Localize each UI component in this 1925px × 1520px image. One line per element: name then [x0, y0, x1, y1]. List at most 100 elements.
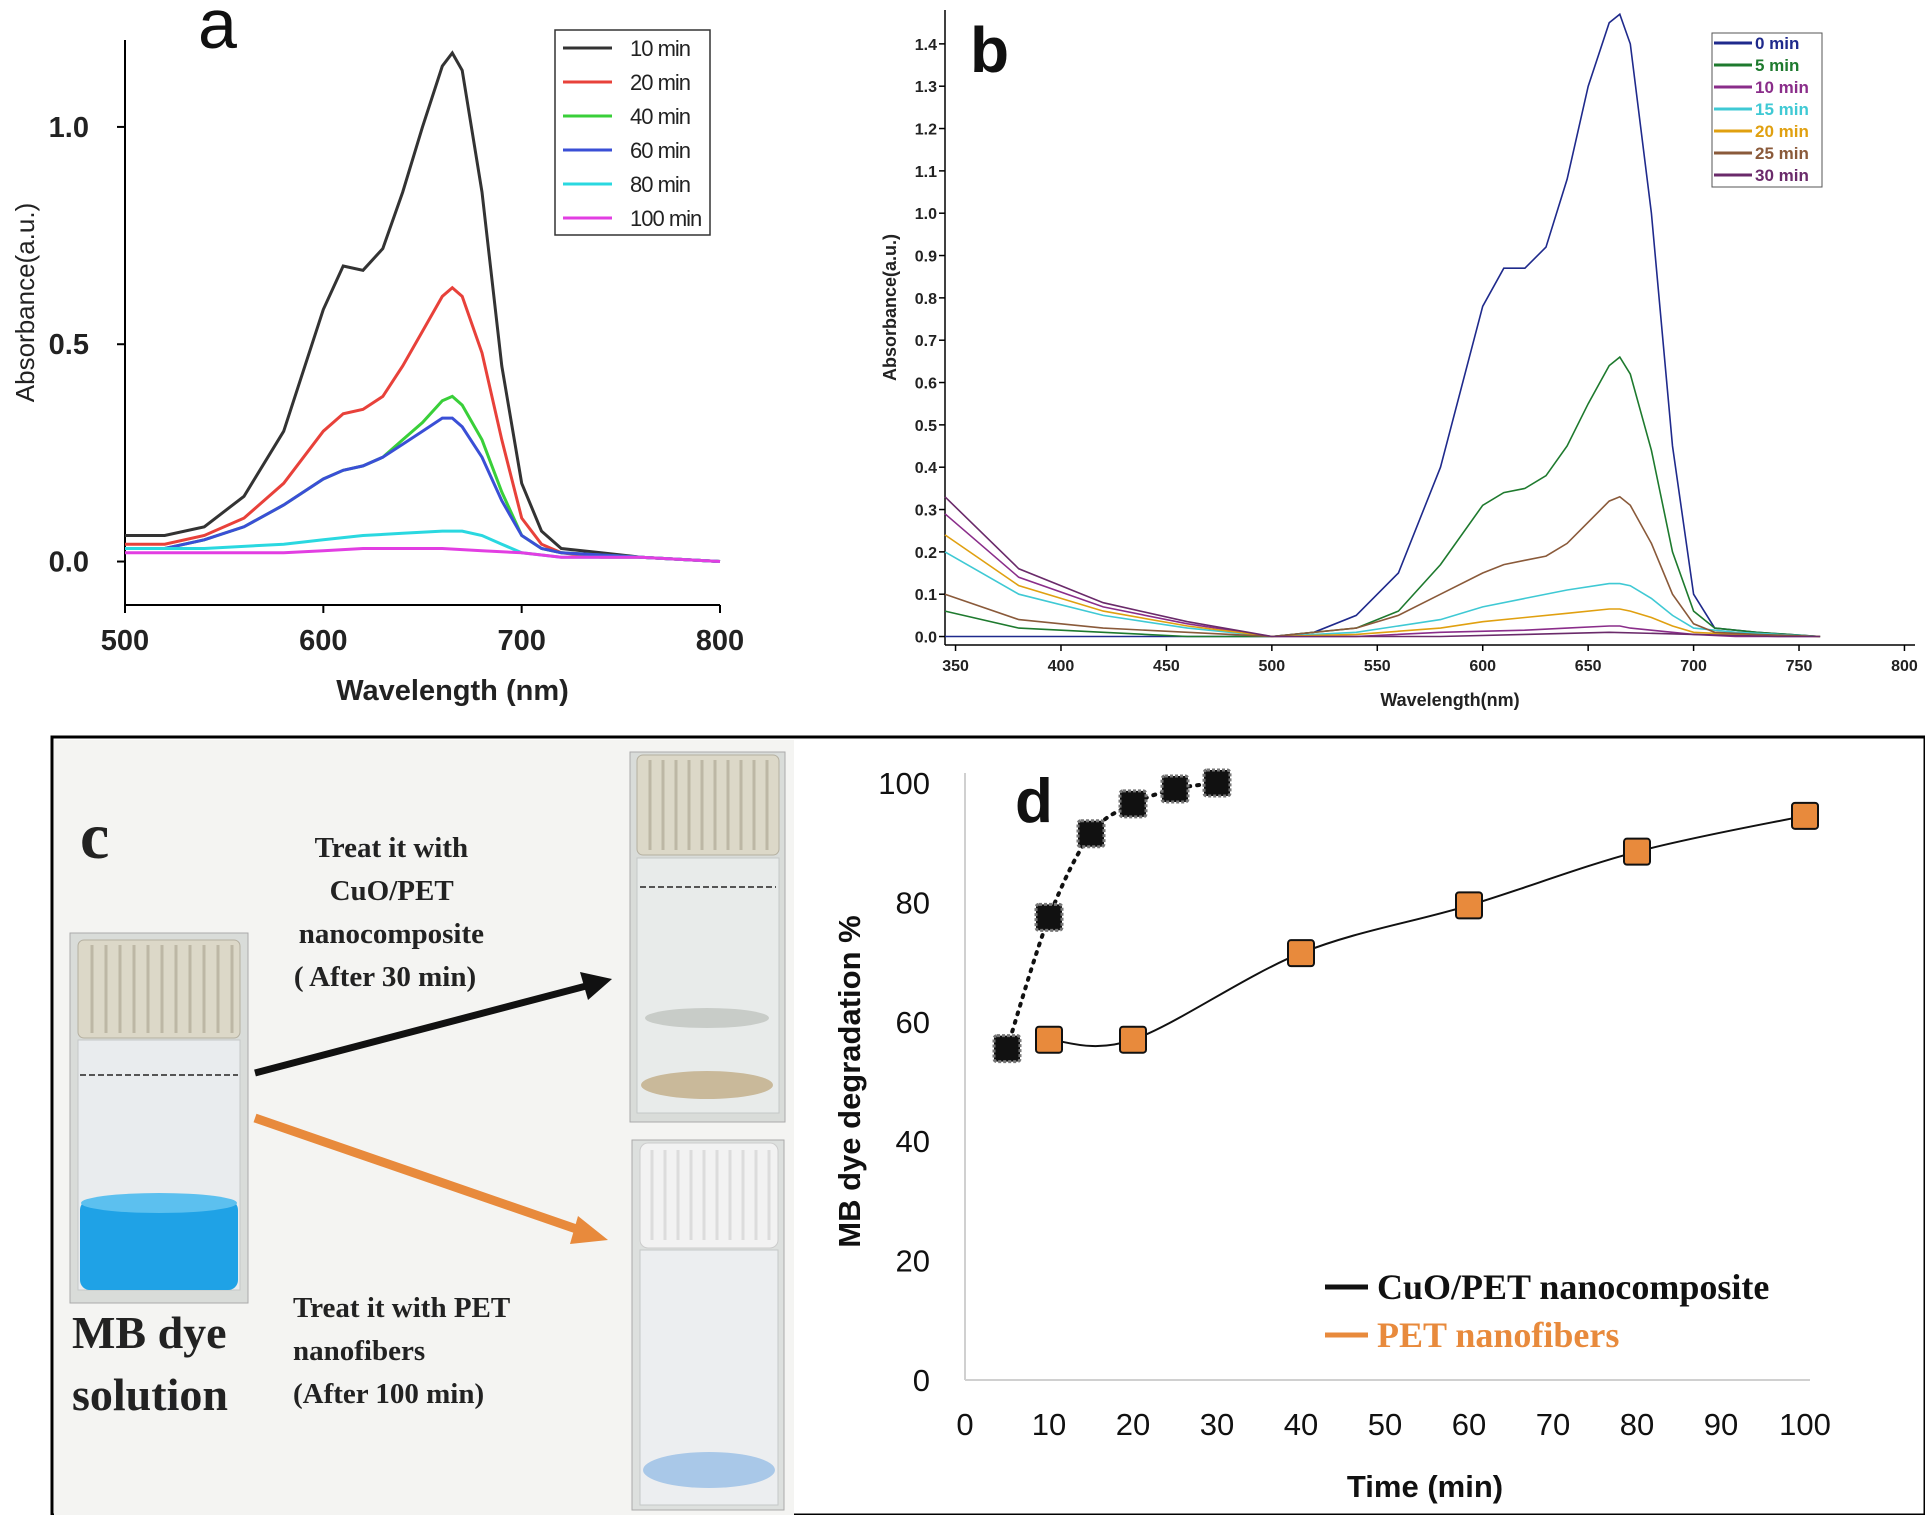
- d-x-tick-label: 90: [1704, 1407, 1738, 1442]
- vial-pet-treated: [631, 1139, 785, 1511]
- panel-b-chart: 350 400 450 500 550 600 650 700 750 800 0.0 0.1 0.2 0…: [880, 10, 1918, 710]
- vial-mb-dye: [69, 932, 249, 1304]
- a-y-tick-label: 0.0: [49, 547, 89, 579]
- d-point-pet: [1035, 1025, 1063, 1054]
- treat1-line1: Treat it with: [315, 832, 469, 864]
- b-legend-label: 5 min: [1755, 56, 1799, 75]
- treat2-line2: nanofibers: [293, 1335, 425, 1367]
- panel-a-chart: 500 600 700 800 0.0 0.5 1.0 Wavelength (nm) Abso…: [10, 0, 744, 707]
- d-point-cuo: [1202, 768, 1232, 798]
- b-y-tick-label: 0.4: [915, 460, 937, 477]
- b-x-tick-label: 600: [1469, 658, 1496, 675]
- mb-dye-label-line1: MB dye: [72, 1307, 227, 1358]
- d-x-tick-label: 20: [1116, 1407, 1150, 1442]
- a-x-tick-label: 600: [299, 625, 347, 657]
- d-point-pet: [1791, 801, 1819, 830]
- b-legend-label: 20 min: [1755, 122, 1809, 141]
- d-x-tick-label: 40: [1284, 1407, 1318, 1442]
- b-x-tick-label: 750: [1786, 658, 1813, 675]
- d-series-pet-line: [1048, 814, 1806, 1048]
- b-y-tick-label: 1.4: [915, 37, 937, 54]
- arrow-to-cuo: [254, 972, 612, 1077]
- svg-text:MB dye solution: MB dye solution: [72, 1307, 238, 1420]
- panel-c-photo: c Treat it with CuO/PET nanocomposite ( …: [54, 740, 794, 1515]
- a-series-line: [125, 547, 721, 563]
- d-x-tick-label: 30: [1200, 1407, 1234, 1442]
- b-series-line: [944, 534, 1821, 638]
- d-y-tick-label: 40: [896, 1124, 930, 1159]
- b-series-line: [944, 551, 1821, 638]
- a-legend-label: 60 min: [630, 138, 690, 163]
- b-x-tick-label: 700: [1680, 658, 1707, 675]
- b-series-line: [944, 495, 1821, 638]
- d-point-pet: [1455, 891, 1483, 920]
- d-x-tick-label: 10: [1032, 1407, 1066, 1442]
- b-y-tick-label: 0.5: [915, 418, 937, 435]
- b-x-tick-label: 450: [1153, 658, 1180, 675]
- a-y-axis-label: Absorbance(a.u.): [10, 203, 40, 402]
- b-y-tick-label: 0.8: [915, 291, 937, 308]
- d-point-cuo: [992, 1034, 1022, 1064]
- b-series-line: [944, 355, 1821, 638]
- b-y-tick-label: 0.6: [915, 376, 937, 393]
- a-x-tick-label: 700: [497, 625, 545, 657]
- b-legend-label: 10 min: [1755, 78, 1809, 97]
- b-x-tick-label: 350: [942, 658, 969, 675]
- treat2-line1: Treat it with PET: [293, 1292, 510, 1324]
- a-y-tick-label: 0.5: [49, 329, 89, 361]
- d-y-axis-label: MB dye degradation %: [832, 915, 867, 1247]
- b-y-axis-label: Absorbance(a.u.): [880, 234, 900, 381]
- dye-liquid: [80, 1200, 238, 1290]
- d-x-tick-label: 60: [1452, 1407, 1486, 1442]
- treat1-line2: CuO/PET: [330, 875, 454, 907]
- panel-d-chart: 0 10 20 30 40 50 60 70 80 90 100 0 20 40 60 80 100 Time (…: [832, 766, 1831, 1504]
- arrow-to-pet: [253, 1113, 608, 1244]
- vial-cuo-treated: [629, 751, 786, 1123]
- d-x-tick-label: 0: [956, 1407, 973, 1442]
- b-y-tick-label: 1.3: [915, 79, 937, 96]
- a-x-tick-label: 500: [101, 625, 149, 657]
- d-point-cuo: [1076, 819, 1106, 849]
- b-x-tick-label: 650: [1575, 658, 1602, 675]
- d-x-tick-label: 100: [1779, 1407, 1831, 1442]
- b-y-tick-label: 0.3: [915, 503, 937, 520]
- d-x-tick-label: 80: [1620, 1407, 1654, 1442]
- d-y-tick-label: 80: [896, 885, 930, 920]
- b-legend-label: 25 min: [1755, 144, 1809, 163]
- a-panel-letter: a: [198, 0, 237, 63]
- b-y-tick-label: 1.2: [915, 122, 937, 139]
- a-legend: 10 min 20 min 40 min 60 min 80 min 100 min: [554, 29, 711, 236]
- b-legend-label: 15 min: [1755, 100, 1809, 119]
- d-y-tick-label: 60: [896, 1005, 930, 1040]
- mb-dye-label-line2: solution: [72, 1369, 228, 1420]
- svg-text:Treat it with PET nanofi: Treat it with PET nanofibers (After 100 …: [293, 1292, 517, 1410]
- b-y-tick-label: 0.9: [915, 249, 937, 266]
- b-y-tick-label: 0.0: [915, 630, 937, 647]
- b-series-line: [944, 496, 1821, 638]
- b-x-tick-label: 800: [1891, 658, 1918, 675]
- treat2-line3: (After 100 min): [293, 1378, 484, 1410]
- d-x-axis-label: Time (min): [1347, 1469, 1503, 1504]
- b-x-tick-label: 550: [1364, 658, 1391, 675]
- b-x-tick-label: 500: [1258, 658, 1285, 675]
- a-legend-label: 100 min: [630, 206, 701, 231]
- a-legend-label: 20 min: [630, 70, 690, 95]
- b-legend-label: 30 min: [1755, 166, 1809, 185]
- d-legend-label: PET nanofibers: [1377, 1315, 1619, 1355]
- d-y-tick-label: 0: [913, 1363, 930, 1398]
- b-series-line: [945, 12, 1821, 638]
- d-point-cuo: [1118, 789, 1148, 819]
- treat1-line3: nanocomposite: [299, 918, 484, 950]
- d-x-tick-label: 70: [1536, 1407, 1570, 1442]
- a-legend-label: 40 min: [630, 104, 690, 129]
- a-series-line: [125, 50, 721, 563]
- b-series-line: [944, 513, 1821, 638]
- d-point-pet: [1119, 1025, 1147, 1054]
- d-legend: CuO/PET nanocomposite PET nanofibers: [1325, 1267, 1769, 1355]
- d-point-pet: [1287, 939, 1315, 968]
- a-legend-label: 10 min: [630, 36, 690, 61]
- a-x-tick-label: 800: [696, 625, 744, 657]
- panel-c-letter: c: [80, 800, 109, 873]
- b-y-tick-label: 1.0: [915, 206, 937, 223]
